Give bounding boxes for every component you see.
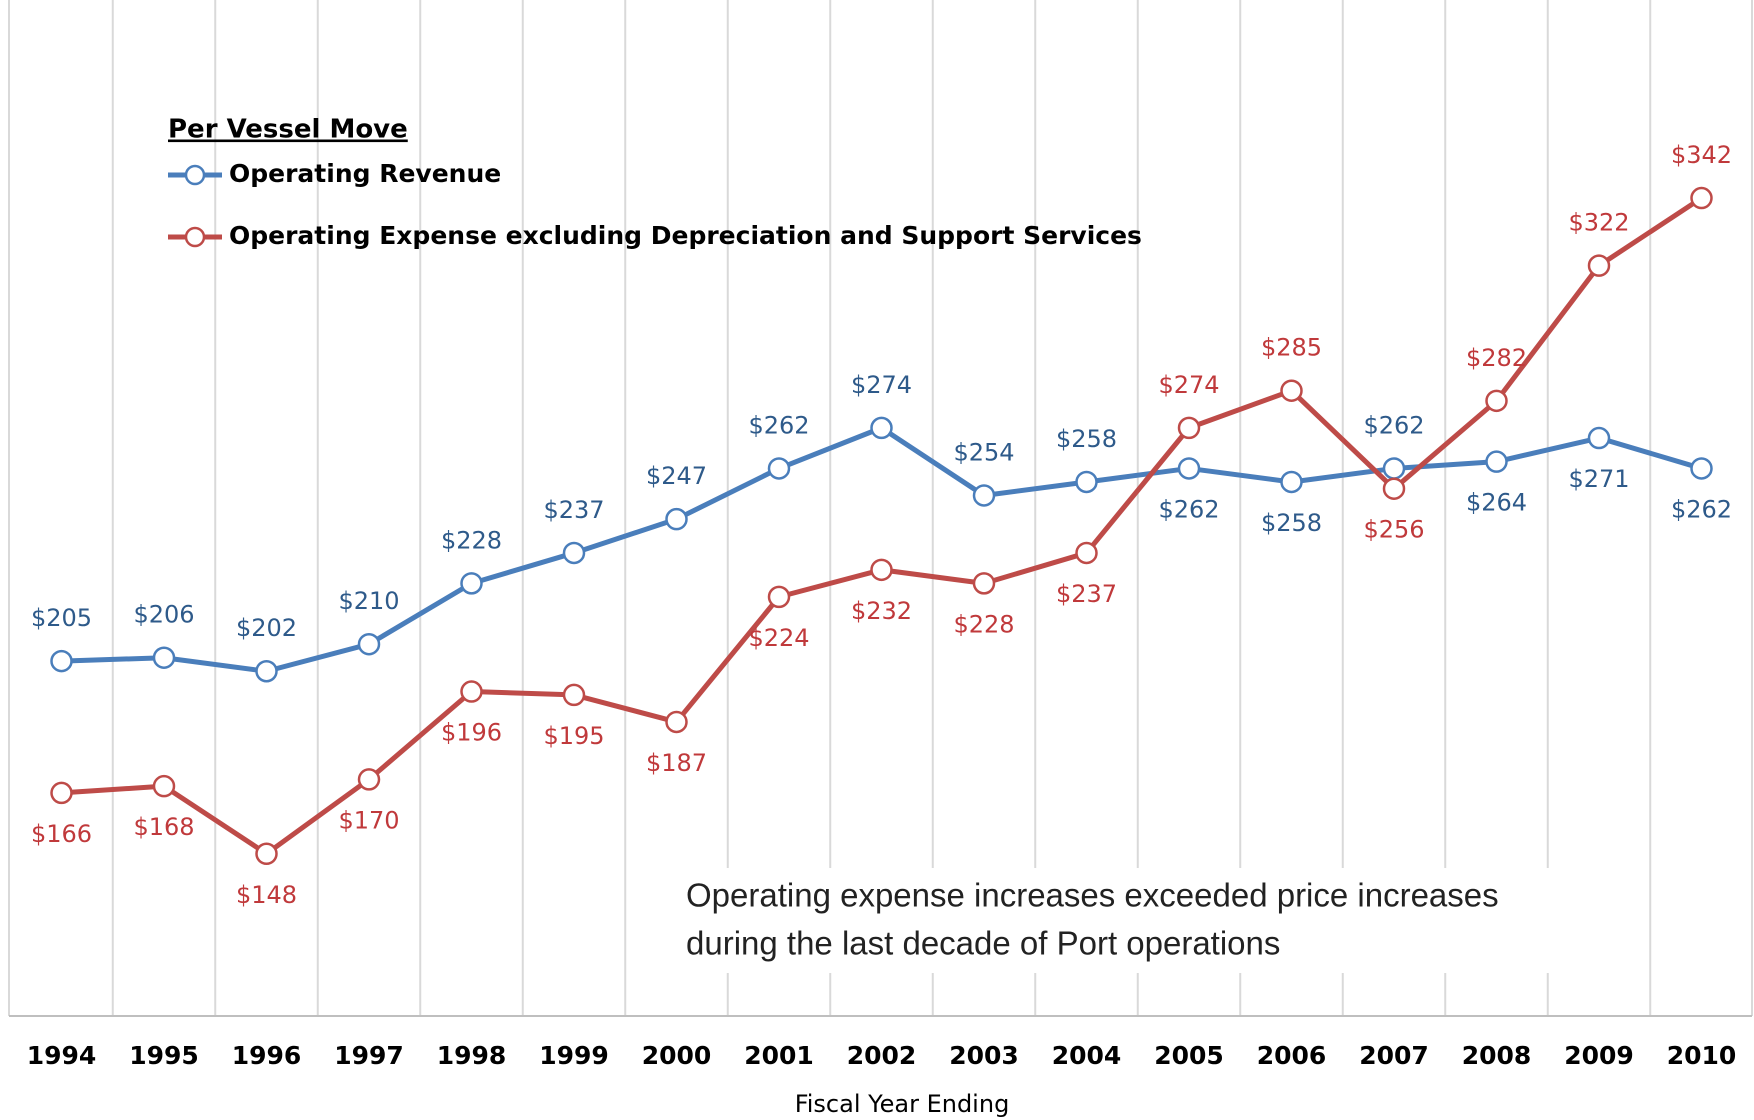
data-point [870, 558, 893, 582]
x-tick-label: 2004 [1052, 1041, 1122, 1070]
data-label: $148 [236, 881, 297, 909]
data-label: $170 [338, 806, 399, 834]
data-point [972, 484, 996, 507]
data-label: $206 [133, 601, 194, 629]
data-point [1587, 426, 1611, 450]
data-point [1690, 186, 1713, 210]
x-tick-label: 2006 [1257, 1041, 1327, 1070]
data-point [255, 659, 278, 683]
data-label: $256 [1363, 516, 1424, 544]
data-point [357, 632, 381, 656]
x-tick-label: 2010 [1667, 1041, 1737, 1070]
data-point [50, 781, 73, 805]
x-tick-label: 1999 [539, 1041, 609, 1070]
data-label: $322 [1568, 209, 1629, 237]
data-point [665, 710, 688, 734]
data-point [255, 842, 278, 866]
legend-marker [184, 226, 206, 248]
data-point [1382, 477, 1406, 500]
data-point [1075, 470, 1098, 494]
data-label: $258 [1261, 509, 1322, 537]
legend-title: Per Vessel Move [168, 115, 408, 145]
data-point [50, 649, 73, 673]
data-label: $228 [441, 526, 502, 554]
data-point [562, 541, 586, 565]
data-point [767, 457, 791, 480]
x-tick-label: 1997 [334, 1041, 404, 1070]
x-tick-label: 1996 [232, 1041, 302, 1070]
data-point [870, 416, 893, 440]
data-point [1382, 457, 1406, 480]
annotation: Operating expense increases exceeded pri… [686, 877, 1499, 914]
data-point [1177, 457, 1201, 480]
data-point [562, 683, 586, 707]
data-label: $187 [646, 749, 707, 777]
data-point [1485, 450, 1508, 473]
data-point [1485, 389, 1508, 413]
data-label: $247 [646, 462, 707, 490]
data-point [767, 585, 791, 609]
data-point [1280, 379, 1303, 402]
x-tick-label: 2005 [1154, 1041, 1224, 1070]
data-label: $262 [1363, 411, 1424, 439]
data-label: $232 [851, 597, 912, 625]
x-tick-label: 1998 [437, 1041, 507, 1070]
data-point [460, 572, 483, 595]
annotation-bg [670, 868, 1550, 973]
x-tick-label: 2003 [949, 1041, 1019, 1070]
data-point [1587, 254, 1611, 277]
data-label: $228 [953, 610, 1014, 638]
data-label: $285 [1261, 334, 1322, 362]
data-label: $262 [1671, 495, 1732, 523]
data-label: $168 [133, 813, 194, 841]
data-label: $202 [236, 614, 297, 642]
data-label: $262 [748, 411, 809, 439]
x-tick-label: 2001 [744, 1041, 814, 1070]
data-label: $282 [1466, 344, 1527, 372]
data-point [1177, 416, 1201, 440]
annotation: during the last decade of Port operation… [686, 925, 1280, 962]
data-label: $258 [1056, 425, 1117, 453]
data-label: $237 [543, 496, 604, 524]
data-point [1280, 470, 1303, 494]
data-point [152, 774, 176, 798]
data-label: $262 [1158, 495, 1219, 523]
x-axis-label: Fiscal Year Ending [795, 1090, 1010, 1118]
data-label: $342 [1671, 141, 1732, 169]
x-tick-label: 1994 [27, 1041, 97, 1070]
data-point [1075, 541, 1098, 565]
data-label: $271 [1568, 465, 1629, 493]
data-point [665, 507, 688, 531]
data-label: $274 [1158, 371, 1219, 399]
x-tick-label: 1995 [129, 1041, 199, 1070]
legend-marker [184, 164, 206, 186]
grid [8, 0, 1753, 1016]
data-point [1690, 457, 1713, 480]
data-point [460, 680, 483, 703]
data-point [357, 768, 381, 791]
legend-label: Operating Expense excluding Depreciation… [229, 221, 1142, 250]
x-tick-label: 2009 [1564, 1041, 1634, 1070]
data-label: $237 [1056, 580, 1117, 608]
data-point [972, 572, 996, 595]
data-label: $210 [338, 587, 399, 615]
x-tick-label: 2008 [1462, 1041, 1532, 1070]
x-tick-label: 2000 [642, 1041, 712, 1070]
data-label: $196 [441, 719, 502, 747]
legend-label: Operating Revenue [229, 159, 501, 188]
data-point [152, 646, 176, 669]
data-label: $274 [851, 371, 912, 399]
data-label: $224 [748, 624, 809, 652]
data-label: $264 [1466, 489, 1527, 517]
data-label: $254 [953, 438, 1014, 466]
x-tick-label: 2002 [847, 1041, 917, 1070]
x-tick-label: 2007 [1359, 1041, 1429, 1070]
data-label: $205 [31, 604, 92, 632]
data-label: $195 [543, 722, 604, 750]
data-label: $166 [31, 820, 92, 848]
